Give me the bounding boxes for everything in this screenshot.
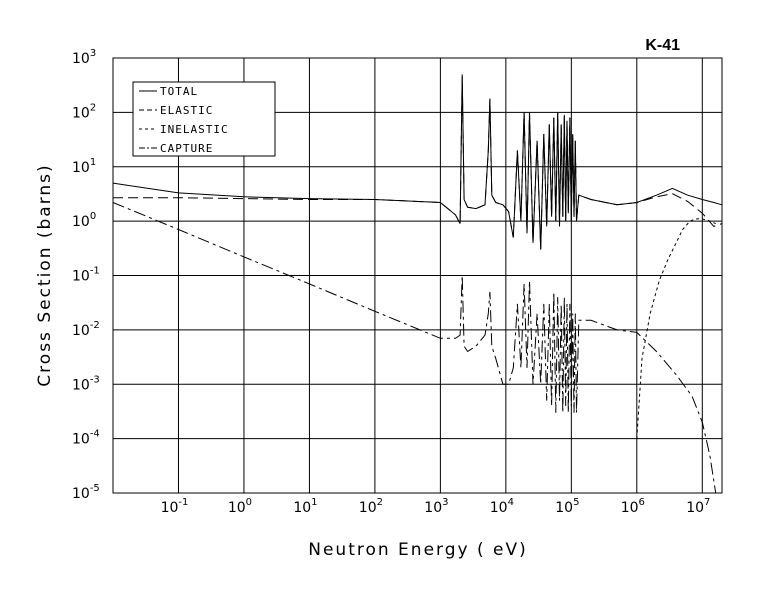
legend: TOTAL ELASTIC INELASTIC CAPTURE xyxy=(132,81,276,157)
chart-title: K-41 xyxy=(645,37,680,54)
legend-label-elastic: ELASTIC xyxy=(160,104,213,117)
series-capture-line xyxy=(112,202,719,494)
y-tick-label: 10-3 xyxy=(72,374,100,393)
plot-frame xyxy=(112,57,723,494)
x-tick-label: 105 xyxy=(555,497,579,516)
x-tick-label: 10-1 xyxy=(161,497,189,516)
y-tick-label: 10-1 xyxy=(72,266,100,285)
x-tick-label: 101 xyxy=(293,497,317,516)
series-elastic-line xyxy=(113,76,723,250)
x-tick-label: 102 xyxy=(359,497,383,516)
y-tick-label: 10-2 xyxy=(72,320,100,339)
legend-label-total: TOTAL xyxy=(160,85,198,98)
x-tick-label: 103 xyxy=(424,497,448,516)
series-inelastic-line xyxy=(636,218,716,439)
legend-label-inelastic: INELASTIC xyxy=(160,123,229,136)
x-tick-label: 104 xyxy=(490,497,514,516)
y-tick-label: 100 xyxy=(72,211,96,230)
x-axis-label: Neutron Energy ( eV) xyxy=(308,540,528,560)
y-tick-label: 103 xyxy=(72,48,96,67)
y-tick-label: 102 xyxy=(72,102,96,121)
y-tick-label: 10-4 xyxy=(72,429,100,448)
x-tick-label: 100 xyxy=(228,497,252,516)
legend-box xyxy=(132,81,276,157)
x-tick-label: 107 xyxy=(686,497,710,516)
y-axis-label: Cross Section (barns) xyxy=(35,163,55,386)
y-tick-label: 10-5 xyxy=(72,483,100,502)
x-tick-label: 106 xyxy=(621,497,645,516)
legend-label-capture: CAPTURE xyxy=(160,142,213,155)
tick-labels: 10-1 100 101 102 103 104 105 106 107 103 102 101 100… xyxy=(72,48,710,516)
y-tick-label: 101 xyxy=(72,157,96,176)
series-lines xyxy=(112,74,723,494)
